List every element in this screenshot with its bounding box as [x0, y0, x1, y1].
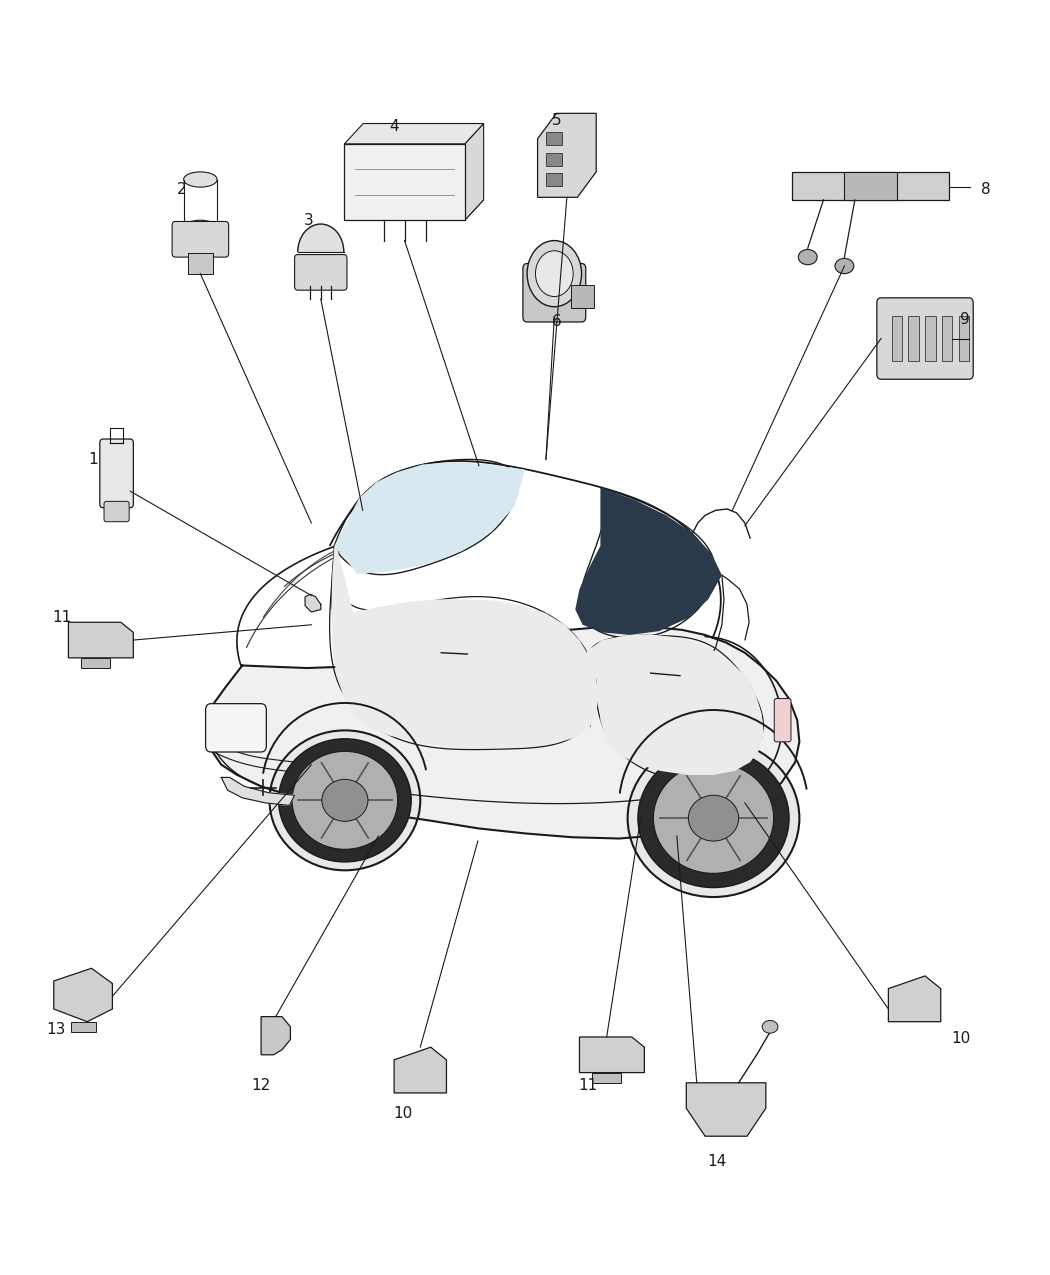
Polygon shape — [584, 635, 763, 775]
Text: 11: 11 — [52, 609, 71, 625]
Bar — [546, 173, 562, 186]
Bar — [70, 1021, 96, 1031]
Text: 10: 10 — [393, 1105, 412, 1121]
Text: 5: 5 — [551, 113, 562, 129]
Bar — [792, 172, 949, 200]
Ellipse shape — [292, 751, 398, 849]
Ellipse shape — [689, 796, 738, 842]
Text: 12: 12 — [252, 1077, 271, 1093]
Text: 6: 6 — [551, 315, 562, 329]
Polygon shape — [68, 622, 133, 658]
Text: 13: 13 — [46, 1021, 65, 1037]
Polygon shape — [465, 124, 484, 221]
Bar — [908, 316, 919, 361]
FancyBboxPatch shape — [877, 298, 973, 379]
Bar — [942, 316, 952, 361]
Ellipse shape — [653, 762, 774, 873]
Text: 14: 14 — [707, 1154, 727, 1169]
Bar — [925, 316, 936, 361]
Polygon shape — [54, 968, 112, 1021]
Ellipse shape — [628, 740, 799, 898]
Polygon shape — [207, 626, 799, 839]
FancyBboxPatch shape — [100, 439, 133, 507]
Bar — [81, 658, 110, 668]
Ellipse shape — [762, 1020, 778, 1033]
Text: 8: 8 — [981, 182, 990, 198]
FancyBboxPatch shape — [523, 264, 586, 323]
FancyBboxPatch shape — [172, 222, 229, 258]
Wedge shape — [536, 251, 573, 297]
Polygon shape — [222, 778, 295, 806]
Polygon shape — [394, 1047, 446, 1093]
Text: 1: 1 — [89, 451, 99, 467]
Text: 4: 4 — [390, 119, 399, 134]
Wedge shape — [527, 241, 582, 307]
Text: 10: 10 — [951, 1030, 970, 1046]
Polygon shape — [331, 546, 598, 748]
Text: 2: 2 — [176, 182, 186, 198]
Bar — [571, 286, 594, 309]
Polygon shape — [261, 1016, 291, 1054]
Text: 9: 9 — [960, 312, 970, 326]
Bar — [546, 153, 562, 166]
Polygon shape — [888, 975, 941, 1021]
Polygon shape — [687, 1082, 765, 1136]
Polygon shape — [575, 487, 722, 635]
Ellipse shape — [270, 731, 420, 871]
Polygon shape — [344, 124, 484, 144]
Polygon shape — [344, 200, 484, 221]
Wedge shape — [298, 224, 343, 252]
Text: 11: 11 — [579, 1077, 597, 1093]
Ellipse shape — [798, 250, 817, 265]
Bar — [844, 172, 897, 200]
Bar — [188, 254, 213, 274]
FancyBboxPatch shape — [206, 704, 267, 752]
Polygon shape — [334, 462, 525, 574]
Bar — [592, 1072, 622, 1082]
FancyBboxPatch shape — [295, 255, 346, 291]
Polygon shape — [344, 144, 465, 221]
Polygon shape — [538, 113, 596, 198]
Ellipse shape — [278, 738, 412, 862]
Ellipse shape — [835, 259, 854, 274]
Ellipse shape — [322, 779, 368, 821]
Ellipse shape — [184, 172, 217, 187]
FancyBboxPatch shape — [774, 699, 791, 742]
Bar — [546, 133, 562, 145]
Polygon shape — [306, 594, 321, 612]
Bar — [959, 316, 969, 361]
Ellipse shape — [638, 748, 789, 887]
Ellipse shape — [184, 221, 217, 236]
Bar — [891, 316, 902, 361]
FancyBboxPatch shape — [104, 501, 129, 521]
Polygon shape — [580, 1037, 645, 1072]
Text: 3: 3 — [303, 213, 313, 228]
